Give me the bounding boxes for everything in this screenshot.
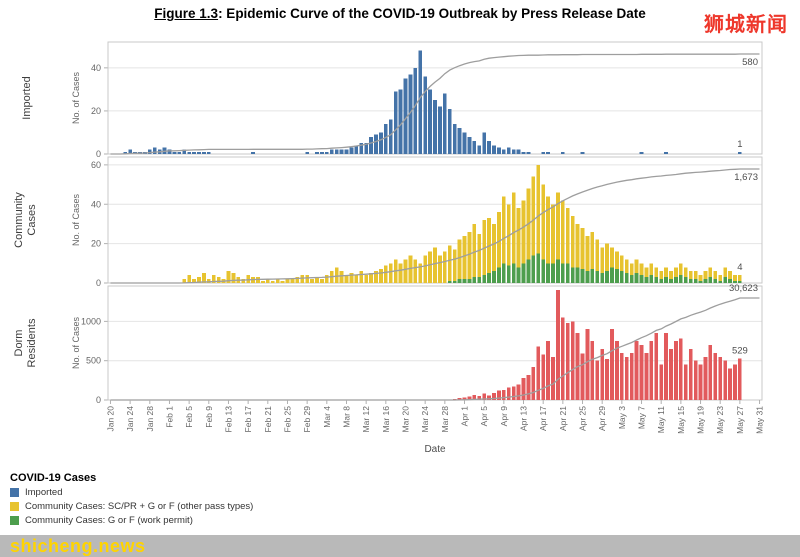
cumulative-total-label: 580 [742,57,758,68]
panel-imported: 0 20 40 580 1 Imported No. of Cases [21,41,763,159]
y-tick-label: 0 [96,395,101,405]
y-tick-label: 60 [91,160,101,170]
x-tick-label: May 7 [637,406,647,429]
x-tick-label: Apr 13 [519,406,529,431]
cumulative-total-label: 1,673 [734,172,758,183]
figure-number: Figure 1.3 [154,6,219,21]
legend-swatch-imported [10,488,19,497]
x-tick-label: May 27 [735,406,745,434]
panel-dorm: 0 500 1000 30,623 529 Dorm Residents No. of Cas… [13,283,763,405]
x-tick-label: Feb 13 [224,406,234,433]
y-tick-label: 1000 [81,316,101,326]
bars-community [182,164,742,284]
x-axis-title: Date [424,444,446,455]
y-axis-title: No. of Cases [71,71,81,124]
x-tick-label: May 15 [676,406,686,434]
legend-label-community-other: Community Cases: SC/PR + G or F (other p… [25,501,254,512]
cumulative-line [110,168,760,284]
cumulative-line [110,53,760,155]
x-tick-label: May 11 [656,406,666,434]
cumulative-total-label: 30,623 [729,283,758,294]
bars-imported [123,50,742,155]
last-bar-label: 4 [737,262,742,273]
x-tick-label: Apr 17 [538,406,548,431]
legend-swatch-community-wp [10,516,19,525]
y-tick-label: 40 [91,199,101,209]
watermark-text: shicheng.news [10,535,146,556]
legend: COVID-19 Cases Imported Community Cases:… [10,472,253,526]
x-tick-label: May 23 [715,406,725,434]
watermark-band: shicheng.news [0,535,800,557]
x-tick-label: Mar 8 [342,406,352,428]
x-tick-label: Feb 29 [302,406,312,433]
figure-title: Figure 1.3: Epidemic Curve of the COVID-… [0,6,800,21]
x-tick-label: Mar 24 [420,406,430,433]
legend-item-imported: Imported [10,487,253,498]
x-tick-label: Feb 9 [204,406,214,428]
y-axis-title: No. of Cases [71,193,81,246]
panel-label: Dorm [13,330,25,357]
legend-item-community-wp: Community Cases: G or F (work permit) [10,515,253,526]
panel-label: Community [13,192,25,248]
panel-border [107,285,763,401]
panel-label: Residents [26,318,38,367]
x-tick-label: May 19 [696,406,706,434]
x-tick-label: Feb 1 [165,406,175,428]
bars-dorm [447,289,742,401]
y-tick-label: 0 [96,278,101,288]
legend-title: COVID-19 Cases [10,472,97,484]
x-tick-label: Mar 12 [361,406,371,433]
x-tick-label: May 3 [617,406,627,429]
y-axis-title: No. of Cases [71,316,81,369]
x-tick-label: Mar 4 [322,406,332,428]
legend-label-community-wp: Community Cases: G or F (work permit) [25,515,193,526]
panel-community: 0 20 40 60 1,673 4 Community Cases No. of Cases [13,156,763,288]
y-tick-label: 0 [96,149,101,159]
cumulative-line [110,297,760,401]
x-tick-label: Feb 5 [184,406,194,428]
panel-label: Imported [21,76,33,119]
last-bar-label: 529 [732,345,748,356]
panel-label: Cases [26,204,38,236]
legend-item-community-other: Community Cases: SC/PR + G or F (other p… [10,501,253,512]
x-tick-label: Apr 29 [597,406,607,431]
legend-swatch-community-other [10,502,19,511]
brand-text: 狮城新闻 [704,14,788,36]
x-tick-label: Apr 21 [558,406,568,431]
x-tick-label: Mar 20 [401,406,411,433]
y-tick-label: 20 [91,239,101,249]
x-tick-label: Apr 25 [578,406,588,431]
x-tick-label: Apr 5 [479,406,489,427]
x-tick-label: Mar 28 [440,406,450,433]
x-tick-label: Jan 20 [106,406,116,432]
x-tick-label: Feb 21 [263,406,273,433]
y-tick-label: 20 [91,106,101,116]
y-tick-label: 40 [91,63,101,73]
x-tick-label: Apr 9 [499,406,509,427]
y-tick-label: 500 [86,356,101,366]
x-tick-label: Mar 16 [381,406,391,433]
x-tick-label: Jan 24 [125,406,135,432]
x-tick-label: May 31 [755,406,765,434]
last-bar-label: 1 [737,139,742,150]
figure-title-text: : Epidemic Curve of the COVID-19 Outbrea… [218,6,646,21]
x-tick-label: Jan 28 [145,406,155,432]
x-tick-label: Feb 17 [243,406,253,433]
x-tick-label: Feb 25 [283,406,293,433]
x-tick-label: Apr 1 [460,406,470,427]
legend-label-imported: Imported [25,487,63,498]
